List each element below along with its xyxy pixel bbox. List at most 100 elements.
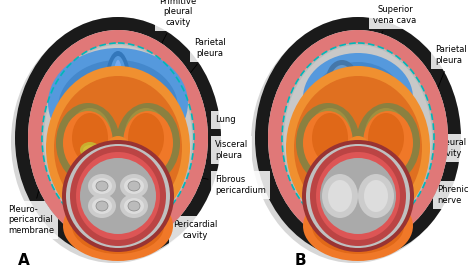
Ellipse shape	[124, 198, 144, 214]
Text: Superior
vena cava: Superior vena cava	[347, 5, 417, 79]
Text: Primitive
pleural
cavity: Primitive pleural cavity	[142, 0, 197, 82]
Ellipse shape	[310, 146, 406, 246]
Ellipse shape	[46, 66, 190, 230]
Text: A: A	[18, 253, 30, 268]
Ellipse shape	[268, 30, 448, 246]
Ellipse shape	[44, 45, 192, 231]
Ellipse shape	[349, 147, 367, 159]
Ellipse shape	[128, 181, 140, 191]
Ellipse shape	[353, 150, 363, 156]
Ellipse shape	[56, 103, 120, 183]
Ellipse shape	[345, 144, 371, 162]
Ellipse shape	[123, 111, 173, 175]
Ellipse shape	[90, 159, 106, 173]
Ellipse shape	[353, 171, 363, 181]
Ellipse shape	[80, 142, 100, 158]
Ellipse shape	[54, 76, 182, 220]
Ellipse shape	[80, 204, 156, 248]
Ellipse shape	[358, 72, 374, 94]
Ellipse shape	[120, 194, 148, 218]
Ellipse shape	[303, 139, 413, 229]
Ellipse shape	[120, 174, 148, 198]
Ellipse shape	[342, 136, 374, 180]
Ellipse shape	[63, 111, 113, 175]
Ellipse shape	[306, 144, 410, 248]
Text: Phrenic
nerve: Phrenic nerve	[433, 182, 468, 205]
Ellipse shape	[28, 30, 208, 246]
Ellipse shape	[11, 21, 217, 263]
Text: Pleural
cavity: Pleural cavity	[433, 138, 466, 158]
Ellipse shape	[356, 103, 420, 183]
Ellipse shape	[348, 95, 368, 121]
Ellipse shape	[322, 174, 358, 218]
Ellipse shape	[48, 48, 188, 158]
Ellipse shape	[320, 158, 396, 234]
Ellipse shape	[352, 161, 364, 171]
Ellipse shape	[294, 76, 422, 220]
Ellipse shape	[363, 111, 413, 175]
Ellipse shape	[28, 30, 208, 246]
Ellipse shape	[70, 146, 166, 246]
Ellipse shape	[63, 191, 173, 261]
Ellipse shape	[113, 60, 123, 112]
Ellipse shape	[66, 144, 170, 248]
Ellipse shape	[124, 178, 144, 194]
Ellipse shape	[92, 198, 112, 214]
Ellipse shape	[92, 178, 112, 194]
Ellipse shape	[268, 30, 448, 246]
Ellipse shape	[354, 68, 378, 98]
Ellipse shape	[303, 111, 353, 175]
Ellipse shape	[88, 194, 116, 218]
Ellipse shape	[116, 103, 180, 183]
Ellipse shape	[303, 53, 413, 143]
Ellipse shape	[316, 152, 400, 240]
Ellipse shape	[102, 136, 134, 180]
Ellipse shape	[286, 66, 430, 230]
Ellipse shape	[361, 76, 371, 90]
Ellipse shape	[83, 145, 97, 155]
Ellipse shape	[268, 30, 448, 246]
Text: Pericardial
cavity: Pericardial cavity	[158, 193, 217, 240]
Ellipse shape	[63, 139, 173, 229]
Ellipse shape	[130, 159, 146, 173]
Ellipse shape	[296, 103, 360, 183]
Ellipse shape	[124, 108, 168, 168]
Ellipse shape	[128, 201, 140, 211]
Ellipse shape	[326, 60, 358, 100]
Ellipse shape	[58, 60, 178, 156]
Ellipse shape	[368, 113, 404, 163]
Ellipse shape	[68, 108, 112, 168]
Ellipse shape	[72, 198, 164, 254]
Ellipse shape	[308, 108, 352, 168]
Ellipse shape	[15, 17, 221, 259]
Ellipse shape	[88, 174, 116, 198]
Ellipse shape	[312, 198, 404, 254]
Ellipse shape	[255, 17, 461, 259]
Ellipse shape	[282, 43, 434, 233]
Ellipse shape	[96, 201, 108, 211]
Text: Lung: Lung	[169, 116, 236, 138]
Ellipse shape	[76, 152, 160, 240]
Ellipse shape	[348, 157, 368, 175]
Ellipse shape	[80, 158, 156, 234]
Ellipse shape	[93, 162, 103, 170]
Ellipse shape	[335, 70, 349, 90]
Ellipse shape	[28, 30, 208, 246]
Ellipse shape	[312, 113, 348, 163]
Ellipse shape	[358, 174, 394, 218]
Ellipse shape	[128, 113, 164, 163]
Ellipse shape	[105, 51, 131, 121]
Text: B: B	[295, 253, 307, 268]
Ellipse shape	[346, 142, 370, 174]
Ellipse shape	[302, 140, 414, 252]
Ellipse shape	[320, 204, 396, 248]
Ellipse shape	[331, 65, 353, 95]
Ellipse shape	[251, 21, 457, 263]
Ellipse shape	[364, 108, 408, 168]
Ellipse shape	[328, 180, 352, 212]
Ellipse shape	[42, 43, 194, 233]
Text: Fibrous
pericardium: Fibrous pericardium	[172, 172, 266, 195]
Text: Parietal
pleura: Parietal pleura	[167, 38, 226, 102]
Text: Parietal
pleura: Parietal pleura	[431, 45, 467, 105]
Ellipse shape	[349, 167, 367, 185]
